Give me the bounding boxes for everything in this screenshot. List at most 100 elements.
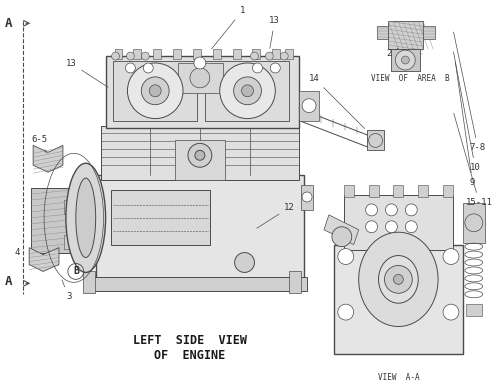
Text: A: A [4,17,12,30]
Circle shape [250,52,258,60]
Bar [134,49,141,59]
Bar [193,49,201,59]
Bar [110,190,210,245]
Bar [366,131,384,151]
Bar [252,49,260,59]
Circle shape [396,50,415,70]
Text: 6-5: 6-5 [31,135,48,153]
Text: 12: 12 [257,203,295,228]
Bar [392,49,420,71]
Circle shape [142,77,169,105]
Bar [368,185,378,197]
Text: LEFT  SIDE  VIEW: LEFT SIDE VIEW [133,334,247,347]
Circle shape [368,133,382,147]
Circle shape [234,253,255,273]
Text: A: A [4,275,12,288]
Circle shape [270,63,280,73]
Bar [114,49,122,59]
Circle shape [142,52,150,60]
Polygon shape [324,215,358,245]
Bar [334,245,463,354]
Bar [418,185,428,197]
Text: 4: 4 [14,248,20,256]
Text: OF  ENGINE: OF ENGINE [154,349,226,362]
Circle shape [338,249,353,264]
Circle shape [252,63,262,73]
Text: VIEW  OF  AREA  B: VIEW OF AREA B [371,74,450,83]
Circle shape [386,204,398,216]
Circle shape [443,249,459,264]
Bar [213,49,220,59]
Circle shape [144,63,153,73]
Bar [344,195,453,249]
Circle shape [384,265,412,293]
Ellipse shape [358,232,438,326]
Text: 1: 1 [212,6,245,49]
Polygon shape [376,26,388,39]
Bar [88,277,307,291]
Text: 13: 13 [66,59,108,87]
Bar [344,185,354,197]
Bar [153,49,161,59]
Bar [388,22,423,49]
Circle shape [126,63,136,73]
Bar [83,271,94,293]
Circle shape [190,68,210,88]
Text: 14: 14 [309,74,364,129]
Bar [175,140,224,180]
Text: 13: 13 [270,16,280,48]
Bar [100,126,299,180]
Text: B: B [73,266,79,276]
Circle shape [394,274,404,284]
Circle shape [128,63,183,118]
Bar [463,203,484,243]
Bar [205,61,289,120]
Text: 3: 3 [62,280,72,301]
Circle shape [220,63,276,118]
Bar [285,49,293,59]
Text: 10: 10 [454,52,480,172]
Text: 9: 9 [456,62,475,187]
Bar [299,91,319,120]
Bar [96,175,304,279]
Ellipse shape [66,163,106,273]
Bar [64,200,74,214]
Circle shape [366,221,378,233]
Circle shape [302,192,312,202]
Bar [31,188,71,253]
Circle shape [242,85,254,97]
Polygon shape [423,26,435,39]
Circle shape [366,204,378,216]
Circle shape [406,204,417,216]
Bar [112,61,197,120]
Bar [443,185,453,197]
Bar [106,56,299,127]
Circle shape [386,221,398,233]
Circle shape [234,77,262,105]
Polygon shape [29,248,59,271]
Circle shape [402,56,409,64]
Ellipse shape [378,256,418,303]
Bar [178,63,222,93]
Bar [173,49,181,59]
Bar [289,271,301,293]
Text: 15-11: 15-11 [454,113,492,207]
Circle shape [266,52,274,60]
Circle shape [126,52,134,60]
Text: 2: 2 [386,48,398,58]
Bar [301,185,313,210]
Ellipse shape [76,178,96,258]
Circle shape [332,227,351,247]
Circle shape [443,304,459,320]
Circle shape [150,85,161,97]
Text: 7-8: 7-8 [454,32,486,152]
Circle shape [465,214,482,232]
Polygon shape [33,145,63,172]
Text: VIEW  A-A: VIEW A-A [378,373,419,382]
Circle shape [302,99,316,113]
Bar [466,304,481,316]
Circle shape [195,151,205,160]
Circle shape [188,143,212,167]
Bar [394,185,404,197]
Circle shape [112,52,120,60]
